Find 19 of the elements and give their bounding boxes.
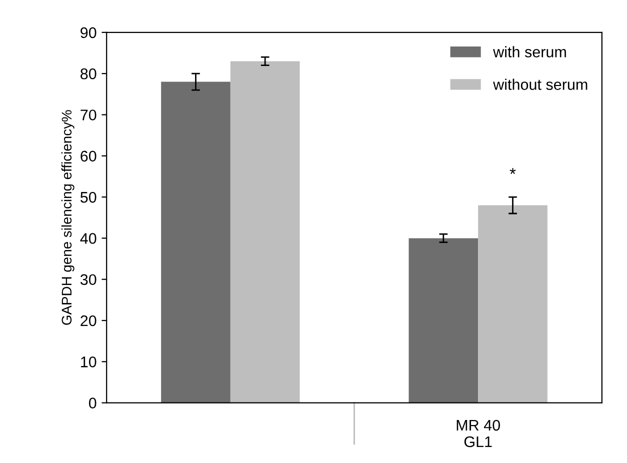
y-tick-label: 60 — [80, 150, 96, 162]
y-tick-label: 70 — [80, 110, 96, 120]
annotation: * — [510, 168, 516, 174]
legend-label: without serum — [493, 78, 588, 90]
y-tick-label: 40 — [80, 233, 96, 244]
y-tick-label: 50 — [80, 192, 96, 203]
bar — [408, 238, 478, 403]
bar — [478, 205, 548, 403]
y-tick-label: 10 — [81, 356, 96, 368]
y-tick-label: 0 — [88, 398, 96, 408]
y-tick-label: 30 — [80, 274, 96, 286]
y-tick-label: 20 — [80, 315, 96, 326]
y-tick-label: 90 — [80, 27, 96, 38]
legend-label: with serum — [493, 46, 566, 58]
y-axis-title: GAPDH gene silencing efficiency% — [61, 110, 74, 325]
y-tick-label: 80 — [80, 68, 96, 80]
bar — [161, 82, 230, 403]
bar — [230, 61, 300, 403]
x-tick-label: MR 40 GL1 — [456, 420, 500, 448]
